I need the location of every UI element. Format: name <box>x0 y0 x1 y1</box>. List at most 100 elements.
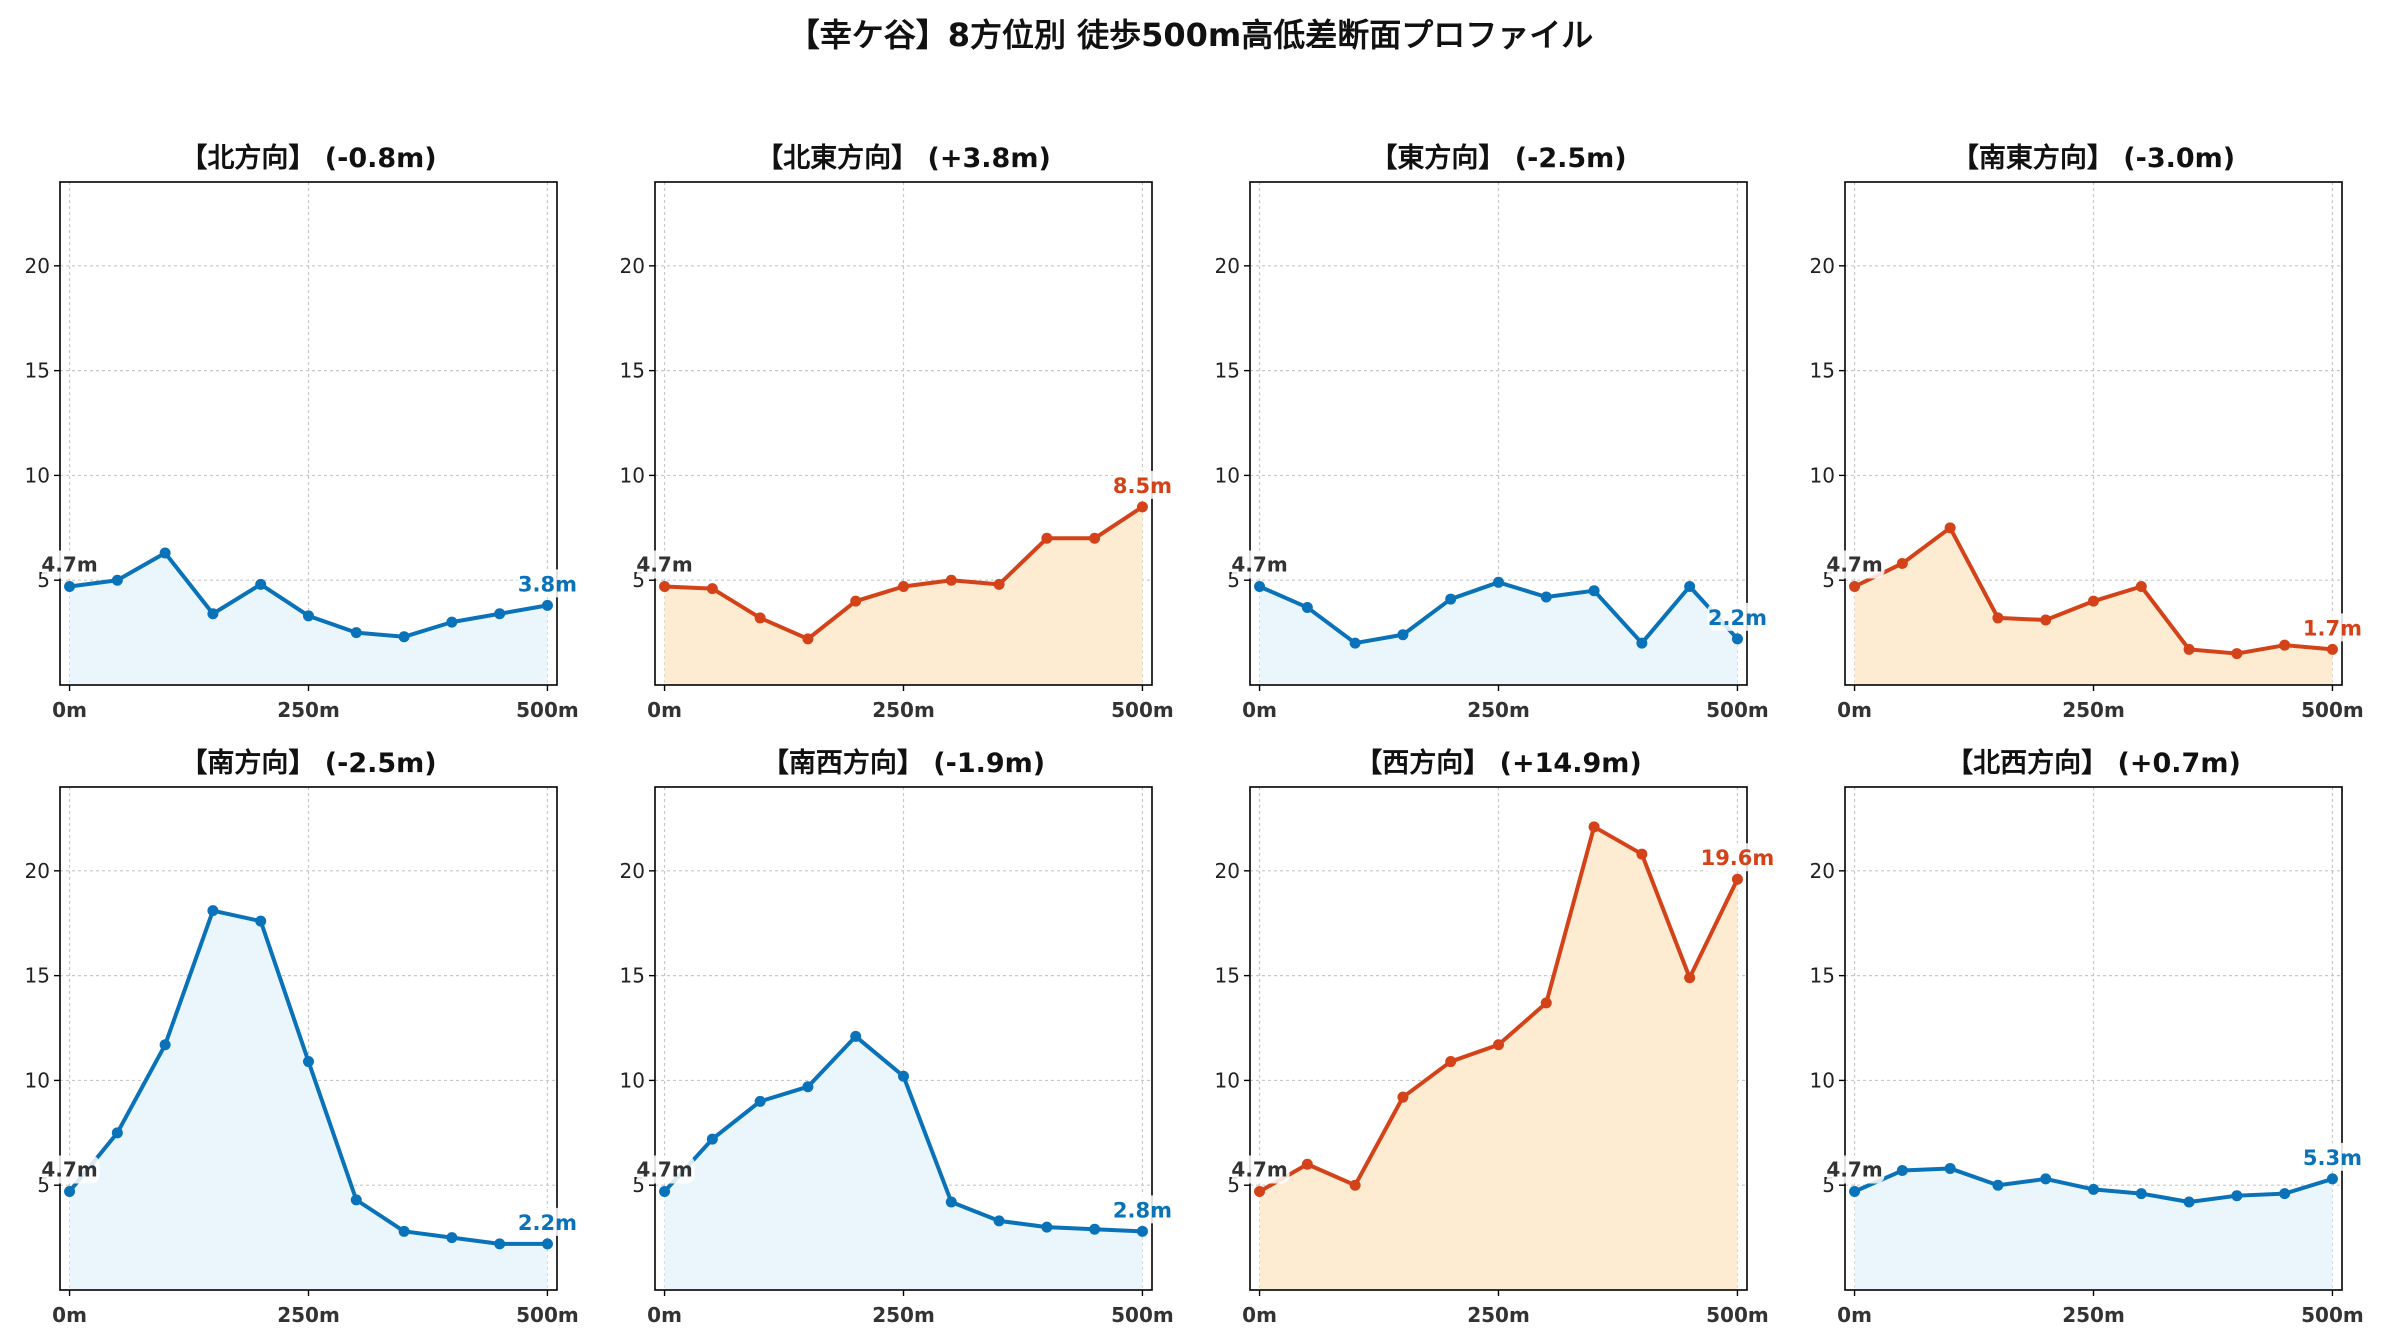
data-point <box>659 1185 671 1197</box>
data-point <box>2040 614 2052 626</box>
data-point <box>2135 580 2147 592</box>
data-point <box>1397 629 1409 641</box>
data-point <box>1636 637 1648 649</box>
data-point <box>1301 601 1313 613</box>
data-point <box>1089 532 1101 544</box>
y-tick-label: 20 <box>620 859 645 883</box>
area-fill <box>1259 582 1738 685</box>
x-tick-label: 250m <box>2062 698 2125 722</box>
start-label-box <box>636 550 695 579</box>
data-point <box>898 1070 909 1082</box>
start-label-box <box>636 1155 695 1184</box>
data-point <box>207 905 219 917</box>
data-point <box>1540 997 1552 1009</box>
end-elevation-label: 3.8m <box>518 572 577 596</box>
data-point <box>1136 501 1148 513</box>
data-point <box>1493 1039 1504 1051</box>
x-tick-label: 250m <box>872 1303 935 1327</box>
x-tick-label: 250m <box>1467 1303 1530 1327</box>
x-tick-label: 0m <box>647 1303 682 1327</box>
start-label-box <box>1826 550 1885 579</box>
y-tick-label: 10 <box>620 463 645 487</box>
data-point <box>993 1215 1005 1227</box>
y-tick-label: 10 <box>1810 1068 1835 1092</box>
data-point <box>1992 612 2004 624</box>
data-point <box>159 1039 171 1051</box>
panel-title: 【南東方向】 (-3.0m) <box>1951 143 2236 174</box>
end-elevation-label: 2.8m <box>1113 1198 1172 1222</box>
start-elevation-label: 4.7m <box>636 1157 692 1181</box>
data-point <box>706 583 718 595</box>
data-point <box>2135 1188 2147 1200</box>
panel-title: 【南方向】 (-2.5m) <box>180 748 437 779</box>
panel-title: 【南西方向】 (-1.9m) <box>761 748 1046 779</box>
y-tick-label: 10 <box>1215 463 1240 487</box>
end-label-box <box>2302 1142 2363 1171</box>
end-label-box <box>517 1207 578 1236</box>
data-point <box>2231 648 2243 660</box>
data-point <box>850 1030 862 1042</box>
start-elevation-label: 4.7m <box>41 552 97 576</box>
y-tick-label: 20 <box>620 254 645 278</box>
data-point <box>1992 1179 2004 1191</box>
data-point <box>1731 873 1743 885</box>
start-elevation-label: 4.7m <box>1826 552 1882 576</box>
y-tick-label: 10 <box>1810 463 1835 487</box>
data-point <box>64 1185 76 1197</box>
y-tick-label: 15 <box>620 359 645 383</box>
data-point <box>945 574 957 586</box>
data-point <box>1254 580 1266 592</box>
start-elevation-label: 4.7m <box>1231 552 1287 576</box>
data-point <box>350 1194 362 1206</box>
x-tick-label: 250m <box>872 698 935 722</box>
data-point <box>303 1056 314 1068</box>
y-tick-label: 15 <box>620 964 645 988</box>
y-tick-label: 15 <box>25 359 50 383</box>
y-tick-label: 15 <box>1810 964 1835 988</box>
y-tick-label: 15 <box>1215 359 1240 383</box>
end-elevation-label: 2.2m <box>1708 606 1767 630</box>
area-fill <box>1259 826 1738 1290</box>
end-elevation-label: 5.3m <box>2303 1146 2362 1170</box>
x-tick-label: 500m <box>1706 698 1769 722</box>
end-label-box <box>1112 1195 1173 1224</box>
data-point <box>850 595 862 607</box>
y-tick-label: 15 <box>1215 964 1240 988</box>
data-point <box>1349 1179 1361 1191</box>
x-tick-label: 0m <box>1837 1303 1872 1327</box>
data-point <box>1849 1185 1861 1197</box>
data-point <box>494 608 506 620</box>
area-fill <box>664 1036 1143 1290</box>
data-point <box>446 616 458 628</box>
data-point <box>706 1133 718 1145</box>
data-point <box>2088 595 2099 607</box>
data-point <box>945 1196 957 1208</box>
data-point <box>1684 580 1696 592</box>
end-label-box <box>1112 470 1173 499</box>
end-label-box <box>2302 613 2363 642</box>
panel-title: 【北方向】 (-0.8m) <box>180 143 437 174</box>
x-tick-label: 0m <box>647 698 682 722</box>
start-label-box <box>41 1155 100 1184</box>
y-tick-label: 10 <box>620 1068 645 1092</box>
x-tick-label: 500m <box>2301 698 2364 722</box>
data-point <box>303 610 314 622</box>
x-tick-label: 250m <box>1467 698 1530 722</box>
data-point <box>1349 637 1361 649</box>
data-point <box>1849 580 1861 592</box>
x-tick-label: 250m <box>277 698 340 722</box>
end-label-box <box>517 569 578 598</box>
y-tick-label: 20 <box>1215 859 1240 883</box>
data-point <box>802 633 814 645</box>
y-tick-label: 15 <box>25 964 50 988</box>
end-elevation-label: 19.6m <box>1701 846 1775 870</box>
data-point <box>159 547 171 559</box>
panel-title: 【北西方向】 (+0.7m) <box>1946 748 2241 779</box>
data-point <box>1636 848 1648 860</box>
start-elevation-label: 4.7m <box>1231 1157 1287 1181</box>
